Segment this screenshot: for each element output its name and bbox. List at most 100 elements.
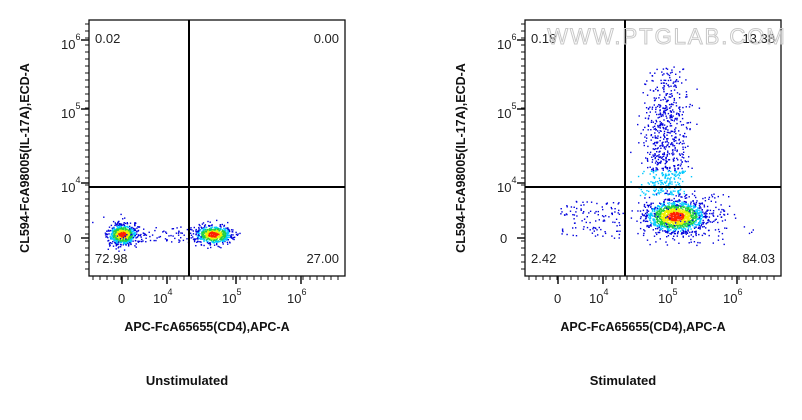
event-dot: [116, 238, 118, 240]
event-dot: [727, 213, 729, 215]
event-dot: [131, 230, 133, 233]
event-dot: [714, 219, 716, 221]
event-dot: [651, 222, 653, 225]
event-dot: [670, 125, 673, 127]
event-dot: [223, 238, 225, 240]
event-dot: [701, 203, 704, 205]
event-dot: [597, 214, 599, 216]
event-dot: [662, 230, 664, 232]
event-dot: [120, 228, 122, 230]
event-dot: [643, 144, 645, 147]
event-dot: [699, 220, 701, 222]
event-dot: [220, 226, 222, 228]
event-dot: [210, 239, 212, 241]
event-dot: [199, 224, 201, 227]
event-dot: [221, 223, 223, 226]
event-dot: [675, 222, 677, 224]
event-dot: [660, 161, 662, 163]
event-dot: [681, 82, 683, 84]
event-dot: [675, 81, 677, 83]
event-dot: [655, 106, 657, 109]
event-dot: [699, 242, 701, 244]
event-dot: [681, 221, 683, 223]
event-dot: [663, 199, 666, 201]
event-dot: [214, 226, 217, 228]
event-dot: [679, 71, 681, 73]
event-dot: [644, 136, 646, 138]
event-dot: [678, 210, 680, 212]
event-dot: [212, 238, 215, 240]
event-dot: [672, 219, 674, 221]
event-dot: [670, 202, 672, 205]
event-dot: [130, 238, 132, 240]
event-dot: [674, 168, 676, 170]
event-dot: [109, 229, 112, 232]
event-dot: [656, 155, 658, 157]
event-dot: [655, 194, 658, 196]
event-dot: [687, 122, 689, 124]
event-dot: [174, 237, 176, 240]
event-dot: [193, 240, 196, 243]
event-dot: [669, 183, 671, 185]
event-dot: [658, 224, 660, 226]
event-dot: [689, 211, 691, 213]
event-dot: [684, 212, 686, 214]
event-dot: [649, 243, 651, 246]
event-dot: [681, 167, 683, 170]
event-dot: [681, 204, 684, 206]
event-dot: [687, 215, 690, 218]
event-dot: [682, 214, 685, 216]
event-dot: [669, 178, 671, 180]
event-dot: [118, 234, 121, 236]
event-dot: [649, 166, 651, 168]
event-dot: [663, 213, 665, 215]
event-dot: [166, 239, 168, 241]
event-dot: [700, 211, 703, 213]
event-dot: [665, 101, 668, 103]
event-dot: [123, 232, 126, 234]
event-dot: [215, 228, 217, 230]
event-dot: [690, 209, 692, 211]
event-dot: [678, 183, 681, 185]
event-dot: [682, 205, 684, 207]
event-dot: [572, 227, 574, 229]
event-dot: [227, 230, 229, 232]
event-dot: [664, 219, 666, 222]
event-dot: [658, 208, 660, 210]
event-dot: [707, 221, 709, 224]
event-dot: [201, 227, 203, 230]
x-tick-label: 106: [287, 287, 306, 306]
x-tick-label: 106: [723, 287, 742, 306]
event-dot: [723, 210, 725, 212]
event-dot: [667, 218, 669, 221]
event-dot: [117, 235, 119, 237]
event-dot: [223, 225, 225, 227]
event-dot: [224, 233, 226, 235]
event-dot: [121, 240, 124, 242]
event-dot: [687, 145, 689, 147]
event-dot: [618, 213, 621, 215]
event-dot: [678, 193, 680, 196]
event-dot: [114, 228, 117, 231]
event-dot: [657, 147, 659, 149]
event-dot: [133, 228, 135, 230]
event-dot: [105, 233, 108, 235]
event-dot: [118, 230, 120, 233]
event-dot: [678, 93, 681, 95]
event-dot: [208, 228, 211, 230]
event-dot: [656, 219, 659, 221]
event-dot: [696, 216, 698, 218]
event-dot: [660, 208, 663, 210]
event-dot: [706, 213, 708, 215]
event-dot: [655, 170, 658, 172]
event-dot: [117, 224, 119, 226]
event-dot: [208, 238, 211, 240]
event-dot: [671, 211, 673, 213]
event-dot: [690, 238, 692, 241]
event-dot: [677, 168, 679, 170]
event-dot: [118, 238, 121, 240]
event-dot: [689, 226, 691, 228]
event-dot: [680, 207, 682, 210]
event-dot: [667, 207, 669, 210]
event-dot: [589, 210, 592, 212]
